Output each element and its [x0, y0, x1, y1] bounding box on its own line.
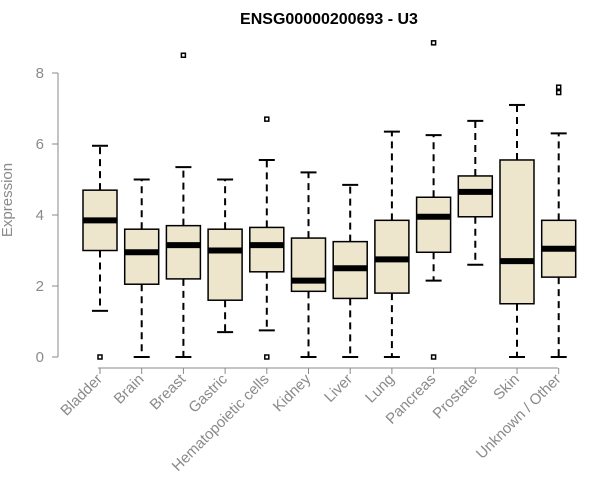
x-tick-label: Kidney — [270, 370, 315, 415]
outlier-point — [430, 354, 437, 360]
box-liver — [332, 183, 368, 358]
box-brain — [123, 178, 160, 358]
box-hematopoietic-cells — [249, 116, 285, 360]
outlier-point — [97, 354, 103, 360]
iqr-box — [207, 228, 243, 301]
box-unknown-other — [540, 84, 577, 358]
x-tick-label: Lung — [362, 371, 398, 407]
y-tick-label: 8 — [36, 65, 44, 82]
box-kidney — [290, 171, 327, 358]
outlier-point — [555, 89, 562, 96]
box-lung — [374, 130, 410, 358]
iqr-box — [165, 224, 202, 280]
box-pancreas — [415, 40, 452, 360]
y-axis-label: Expression — [0, 163, 16, 237]
y-tick-label: 6 — [36, 136, 44, 153]
iqr-box — [249, 226, 285, 273]
y-axis-ticks: 0 2 4 6 8 — [36, 65, 58, 366]
chart-title: ENSG00000200693 - U3 — [240, 11, 418, 28]
outlier-point — [430, 40, 437, 46]
outlier-point — [264, 354, 270, 360]
x-tick-label: Liver — [321, 371, 356, 406]
box-breast — [165, 52, 202, 358]
x-tick-label: Breast — [147, 370, 190, 413]
box-series — [82, 40, 577, 360]
y-tick-label: 0 — [36, 349, 44, 366]
outlier-point — [555, 84, 562, 90]
outlier-point — [264, 116, 270, 122]
iqr-box — [499, 159, 535, 305]
x-tick-label: Bladder — [57, 371, 106, 420]
outlier-point — [180, 52, 187, 58]
iqr-box — [123, 228, 160, 285]
x-tick-label: Brain — [111, 371, 148, 408]
y-tick-label: 2 — [36, 278, 44, 295]
iqr-box — [457, 175, 494, 218]
x-tick-label: Prostate — [430, 371, 482, 423]
x-tick-label: Skin — [490, 371, 523, 404]
box-skin — [499, 103, 535, 358]
box-bladder — [82, 144, 118, 360]
box-gastric — [207, 178, 243, 334]
y-tick-label: 4 — [36, 207, 44, 224]
box-prostate — [457, 119, 494, 266]
iqr-box — [415, 196, 452, 254]
